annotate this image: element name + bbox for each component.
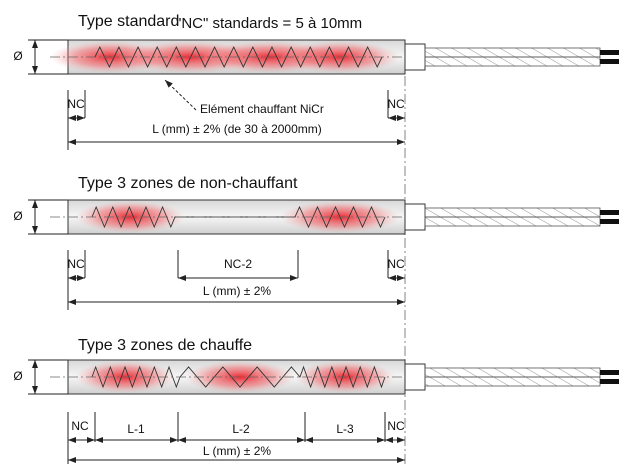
dim-label: NC xyxy=(387,97,405,111)
section-title: Type standard xyxy=(78,13,179,30)
dim-label: L-1 xyxy=(127,422,145,436)
wire-end xyxy=(600,370,619,375)
dim-label: L-3 xyxy=(336,422,354,436)
dim-label: L-2 xyxy=(232,422,250,436)
connector xyxy=(404,43,426,71)
annotation: Elément chauffant NiCr xyxy=(200,102,324,116)
section-title: Type 3 zones de chauffe xyxy=(78,337,252,354)
wire-end xyxy=(600,219,619,224)
dim-label: NC-2 xyxy=(224,257,252,271)
dim-label: NC xyxy=(387,257,405,271)
connector xyxy=(404,203,426,231)
length-label: L (mm) ± 2% xyxy=(203,284,271,298)
cable xyxy=(424,367,601,378)
diameter-label: Ø xyxy=(13,209,22,223)
connector xyxy=(404,363,426,391)
wire-end xyxy=(600,50,619,55)
dim-label: NC xyxy=(387,419,405,433)
dim-label: NC xyxy=(67,257,85,271)
note: "NC" standards = 5 à 10mm xyxy=(176,15,362,32)
cable xyxy=(424,47,601,58)
diameter-label: Ø xyxy=(13,49,22,63)
cable xyxy=(424,376,601,387)
leader-line xyxy=(164,79,197,111)
dim-label: NC xyxy=(67,97,85,111)
length-label: L (mm) ± 2% xyxy=(203,444,271,458)
length-label: L (mm) ± 2% (de 30 à 2000mm) xyxy=(152,122,322,136)
cable xyxy=(424,56,601,67)
cable xyxy=(424,216,601,227)
section-title: Type 3 zones de non-chauffant xyxy=(78,175,298,192)
wire-end xyxy=(600,379,619,384)
cable xyxy=(424,207,601,218)
wire-end xyxy=(600,59,619,64)
wire-end xyxy=(600,210,619,215)
dim-label: NC xyxy=(71,419,89,433)
diameter-label: Ø xyxy=(13,369,22,383)
heating-coil xyxy=(91,365,386,389)
